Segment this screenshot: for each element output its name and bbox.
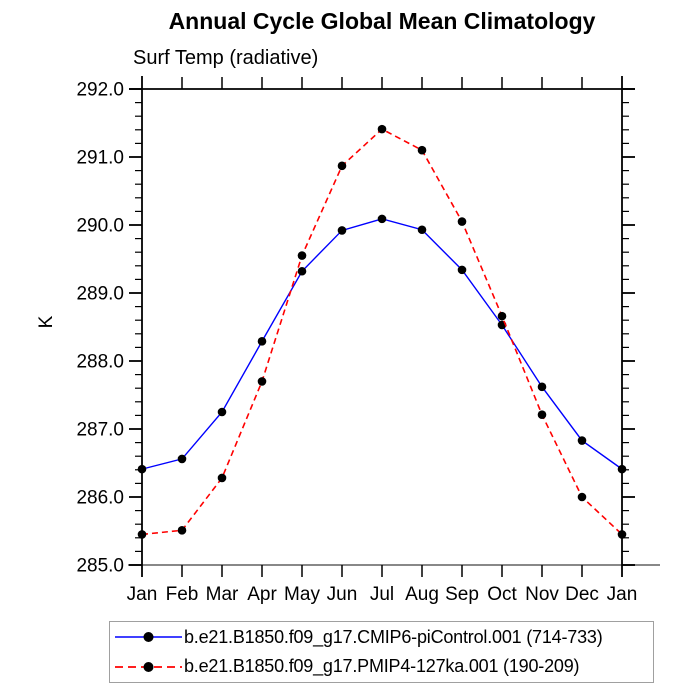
data-point-marker (137, 464, 147, 474)
y-tick-label: 286.0 (76, 488, 124, 509)
legend-entry-pmip4: b.e21.B1850.f09_g17.PMIP4-127ka.001 (190… (114, 653, 653, 681)
data-point-marker (417, 225, 427, 235)
y-tick-label: 289.0 (76, 284, 124, 305)
data-point-marker (537, 382, 547, 392)
data-point-marker (177, 526, 187, 535)
data-point-marker (577, 436, 587, 445)
x-tick-label: Nov (525, 584, 559, 605)
data-point-marker (577, 492, 587, 502)
data-point-marker (337, 161, 347, 171)
data-point-marker (417, 145, 427, 155)
data-point-marker (377, 124, 387, 134)
data-point-marker (137, 530, 147, 539)
data-point-marker (217, 473, 227, 483)
data-point-marker (617, 530, 627, 539)
legend-box: b.e21.B1850.f09_g17.CMIP6-piControl.001 … (109, 621, 654, 683)
legend-line-sample-red (115, 661, 182, 672)
data-point-marker (257, 377, 267, 386)
x-tick-label: Jan (127, 584, 158, 605)
data-point-marker (297, 251, 307, 260)
data-point-marker (617, 464, 627, 474)
x-tick-label: Oct (487, 584, 517, 605)
data-point-marker (257, 336, 267, 346)
data-point-marker (537, 410, 547, 420)
data-point-marker (377, 214, 387, 224)
y-tick-label: 292.0 (76, 80, 124, 101)
series-line-1 (141, 128, 623, 536)
y-tick-label: 290.0 (76, 216, 124, 237)
legend-sample-marker (143, 632, 154, 643)
legend-label-pmip4: b.e21.B1850.f09_g17.PMIP4-127ka.001 (190… (184, 656, 580, 677)
x-tick-label: May (284, 584, 320, 605)
y-tick-label: 288.0 (76, 352, 124, 373)
x-tick-label: Jan (607, 584, 638, 605)
x-tick-label: Jun (327, 584, 358, 605)
y-tick-label: 291.0 (76, 148, 124, 169)
data-point-marker (177, 454, 187, 464)
x-tick-label: Dec (565, 584, 599, 605)
y-tick-label: 285.0 (76, 556, 124, 577)
legend-sample-marker (143, 661, 154, 672)
data-point-marker (217, 407, 227, 417)
data-point-marker (457, 265, 467, 275)
x-tick-label: Mar (206, 584, 239, 605)
x-tick-label: Jul (370, 584, 394, 605)
x-tick-label: Sep (445, 584, 479, 605)
data-point-marker (297, 266, 307, 276)
data-point-marker (497, 311, 507, 321)
data-point-marker (457, 217, 467, 226)
chart-subtitle: Surf Temp (radiative) (133, 47, 319, 69)
x-tick-label: Apr (247, 584, 277, 605)
x-tick-label: Aug (405, 584, 439, 605)
y-tick-label: 287.0 (76, 420, 124, 441)
data-point-marker (337, 226, 347, 235)
legend-entry-picontrol: b.e21.B1850.f09_g17.CMIP6-piControl.001 … (114, 623, 653, 651)
chart-title: Annual Cycle Global Mean Climatology (168, 8, 596, 34)
legend-line-sample-blue (115, 632, 182, 643)
series-line-0 (141, 218, 623, 470)
x-tick-label: Feb (166, 584, 199, 605)
legend-label-picontrol: b.e21.B1850.f09_g17.CMIP6-piControl.001 … (184, 626, 603, 647)
plot-area: Jan Feb Mar Apr May Jun Jul Aug Sep Oct Nov Dec Jan2… (76, 76, 660, 605)
